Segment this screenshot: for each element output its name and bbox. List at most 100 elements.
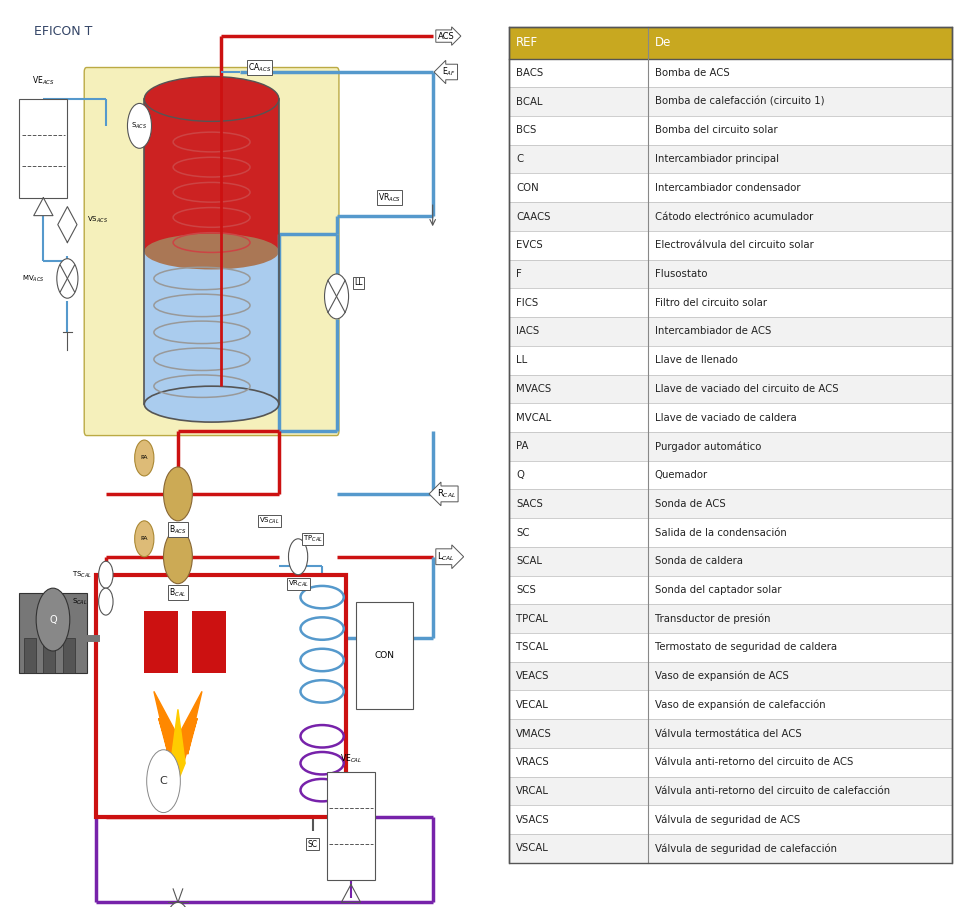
- Text: REF: REF: [517, 37, 538, 49]
- Bar: [509, 777, 953, 805]
- Text: Purgador automático: Purgador automático: [654, 442, 761, 452]
- Circle shape: [163, 529, 192, 583]
- Bar: [509, 317, 953, 345]
- Text: BCS: BCS: [517, 125, 537, 136]
- Bar: [145, 611, 178, 673]
- Polygon shape: [171, 709, 185, 781]
- Bar: [509, 834, 953, 863]
- Text: MVACS: MVACS: [517, 384, 552, 394]
- Circle shape: [135, 521, 154, 557]
- Text: PA: PA: [141, 455, 148, 461]
- Text: Intercambiador principal: Intercambiador principal: [654, 154, 779, 164]
- Circle shape: [99, 588, 113, 616]
- Bar: [509, 691, 953, 719]
- Text: Sonda del captador solar: Sonda del captador solar: [654, 585, 781, 595]
- Text: VRACS: VRACS: [517, 758, 550, 768]
- Text: R$_{CAL}$: R$_{CAL}$: [438, 487, 456, 500]
- Bar: [509, 719, 953, 748]
- Text: Válvula de seguridad de calefacción: Válvula de seguridad de calefacción: [654, 844, 837, 854]
- Bar: [509, 661, 953, 691]
- Text: SCS: SCS: [517, 585, 536, 595]
- Text: BACS: BACS: [517, 68, 544, 78]
- FancyBboxPatch shape: [84, 68, 339, 435]
- Text: Q: Q: [50, 615, 56, 625]
- Text: VRCAL: VRCAL: [517, 786, 550, 796]
- Bar: [509, 116, 953, 145]
- Bar: [24, 638, 36, 673]
- Circle shape: [147, 749, 181, 812]
- Bar: [509, 489, 953, 518]
- Text: VE$_{CAL}$: VE$_{CAL}$: [340, 752, 362, 765]
- Text: SC: SC: [308, 839, 318, 848]
- Circle shape: [36, 588, 70, 651]
- Bar: [145, 252, 279, 404]
- Bar: [509, 432, 953, 461]
- Text: Bomba del circuito solar: Bomba del circuito solar: [654, 125, 777, 136]
- Text: L$_{CAL}$: L$_{CAL}$: [438, 551, 455, 563]
- Text: Válvula anti-retorno del circuito de ACS: Válvula anti-retorno del circuito de ACS: [654, 758, 853, 768]
- Text: Flusostato: Flusostato: [654, 269, 707, 279]
- Text: Q: Q: [517, 470, 524, 480]
- Bar: [509, 27, 953, 59]
- Bar: [44, 638, 55, 673]
- Bar: [509, 259, 953, 289]
- Bar: [509, 145, 953, 173]
- Text: Llave de vaciado del circuito de ACS: Llave de vaciado del circuito de ACS: [654, 384, 838, 394]
- Text: S$_{ACS}$: S$_{ACS}$: [131, 121, 148, 131]
- Text: Sonda de ACS: Sonda de ACS: [654, 499, 725, 508]
- Text: VE$_{ACS}$: VE$_{ACS}$: [32, 75, 54, 87]
- Text: Bomba de calefacción (circuito 1): Bomba de calefacción (circuito 1): [654, 96, 824, 106]
- Bar: [19, 99, 67, 198]
- Circle shape: [135, 440, 154, 476]
- Bar: [509, 345, 953, 375]
- Text: PA: PA: [517, 442, 528, 452]
- Text: IACS: IACS: [517, 326, 540, 336]
- Text: Termostato de seguridad de caldera: Termostato de seguridad de caldera: [654, 642, 837, 652]
- Text: CAACS: CAACS: [517, 212, 551, 222]
- Text: Sonda de caldera: Sonda de caldera: [654, 556, 743, 566]
- Text: B$_{ACS}$: B$_{ACS}$: [169, 524, 186, 536]
- Text: Filtro del circuito solar: Filtro del circuito solar: [654, 298, 766, 308]
- Text: C: C: [517, 154, 523, 164]
- Text: VMACS: VMACS: [517, 728, 552, 738]
- Bar: [509, 605, 953, 633]
- Circle shape: [99, 562, 113, 588]
- Polygon shape: [154, 692, 202, 781]
- Bar: [62, 638, 75, 673]
- Text: MVCAL: MVCAL: [517, 412, 552, 422]
- Text: Intercambiador de ACS: Intercambiador de ACS: [654, 326, 771, 336]
- Text: Vaso de expansión de ACS: Vaso de expansión de ACS: [654, 671, 788, 682]
- Text: B$_{CAL}$: B$_{CAL}$: [169, 586, 186, 599]
- Circle shape: [166, 902, 190, 916]
- Text: Válvula termostática del ACS: Válvula termostática del ACS: [654, 728, 801, 738]
- Text: Electroválvula del circuito solar: Electroválvula del circuito solar: [654, 240, 814, 250]
- Bar: [509, 461, 953, 489]
- Circle shape: [288, 539, 308, 574]
- Circle shape: [127, 104, 151, 148]
- Circle shape: [57, 258, 78, 299]
- Text: Llave de llenado: Llave de llenado: [654, 355, 737, 365]
- Text: TPCAL: TPCAL: [517, 614, 548, 624]
- Text: Intercambiador condensador: Intercambiador condensador: [654, 183, 800, 192]
- Text: EFICON T: EFICON T: [34, 25, 92, 38]
- Text: PA: PA: [141, 536, 148, 541]
- Text: Vaso de expansión de calefacción: Vaso de expansión de calefacción: [654, 700, 825, 710]
- Bar: [509, 575, 953, 605]
- Text: EVCS: EVCS: [517, 240, 543, 250]
- Bar: [509, 547, 953, 575]
- Bar: [509, 231, 953, 259]
- Text: TS$_{CAL}$: TS$_{CAL}$: [72, 570, 92, 580]
- Circle shape: [163, 467, 192, 521]
- Text: VSACS: VSACS: [517, 814, 550, 824]
- Text: Cátodo electrónico acumulador: Cátodo electrónico acumulador: [654, 212, 813, 222]
- Ellipse shape: [145, 234, 279, 269]
- Text: VS$_{CAL}$: VS$_{CAL}$: [259, 516, 280, 526]
- Text: ACS: ACS: [438, 31, 454, 40]
- Bar: [509, 59, 953, 87]
- Text: VSCAL: VSCAL: [517, 844, 549, 854]
- Text: VR$_{CAL}$: VR$_{CAL}$: [287, 579, 309, 589]
- Text: E$_{AF}$: E$_{AF}$: [443, 66, 456, 78]
- Text: VR$_{ACS}$: VR$_{ACS}$: [378, 191, 401, 204]
- Text: CON: CON: [517, 183, 539, 192]
- Text: CA$_{ACS}$: CA$_{ACS}$: [248, 61, 271, 74]
